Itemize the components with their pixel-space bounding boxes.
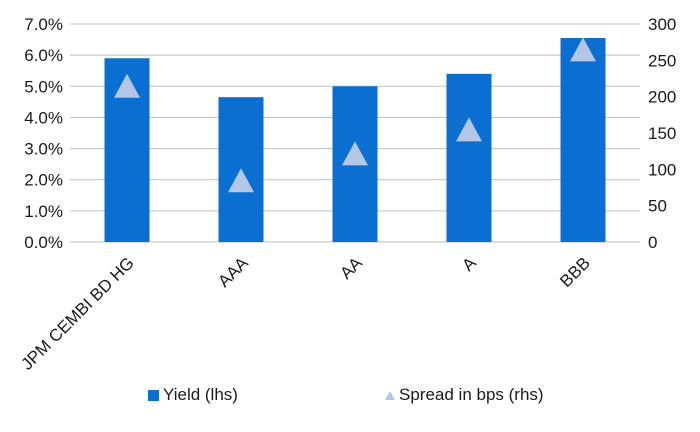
right-tick-label: 100 — [648, 160, 676, 179]
spread-marker — [114, 73, 140, 98]
right-tick-label: 50 — [648, 197, 667, 216]
right-tick-label: 0 — [648, 233, 657, 252]
bars — [104, 38, 606, 243]
category-labels: JPM CEMBI BD HG AAA AA A BBB — [18, 253, 594, 374]
spread-marker — [570, 37, 596, 62]
legend-triangle-swatch-icon — [385, 390, 395, 400]
spread-marker — [456, 117, 482, 142]
category-label: AAA — [214, 253, 252, 291]
left-tick-label: 1.0% — [24, 202, 63, 221]
right-axis-ticks: 0 50 100 150 200 250 300 — [648, 15, 676, 252]
left-axis-ticks: 0.0% 1.0% 2.0% 3.0% 4.0% 5.0% 6.0% 7.0% — [24, 15, 63, 252]
right-tick-label: 250 — [648, 51, 676, 70]
left-tick-label: 6.0% — [24, 46, 63, 65]
right-tick-label: 300 — [648, 15, 676, 34]
chart: 0.0% 1.0% 2.0% 3.0% 4.0% 5.0% 6.0% 7.0% 0 50 100 1… — [18, 15, 677, 374]
legend-label-spread: Spread in bps (rhs) — [399, 385, 544, 404]
legend-bar-swatch-icon — [148, 389, 159, 401]
left-tick-label: 0.0% — [24, 233, 63, 252]
legend-item-spread: Spread in bps (rhs) — [385, 385, 544, 405]
left-tick-label: 7.0% — [24, 15, 63, 34]
right-tick-label: 150 — [648, 124, 676, 143]
right-tick-label: 200 — [648, 88, 676, 107]
yield-bar — [446, 73, 492, 242]
left-tick-label: 2.0% — [24, 171, 63, 190]
legend-label-yield: Yield (lhs) — [163, 385, 238, 404]
left-tick-label: 4.0% — [24, 108, 63, 127]
yield-bar — [560, 38, 606, 243]
legend-item-yield: Yield (lhs) — [148, 385, 238, 405]
left-tick-label: 5.0% — [24, 77, 63, 96]
category-label: A — [458, 253, 480, 275]
legend: Yield (lhs) Spread in bps (rhs) — [0, 385, 700, 415]
spread-markers — [114, 37, 596, 193]
category-label: BBB — [556, 253, 593, 290]
spread-marker — [228, 168, 254, 193]
category-label: AA — [336, 253, 366, 283]
left-tick-label: 3.0% — [24, 140, 63, 159]
category-label: JPM CEMBI BD HG — [18, 253, 138, 373]
spread-marker — [342, 141, 368, 166]
